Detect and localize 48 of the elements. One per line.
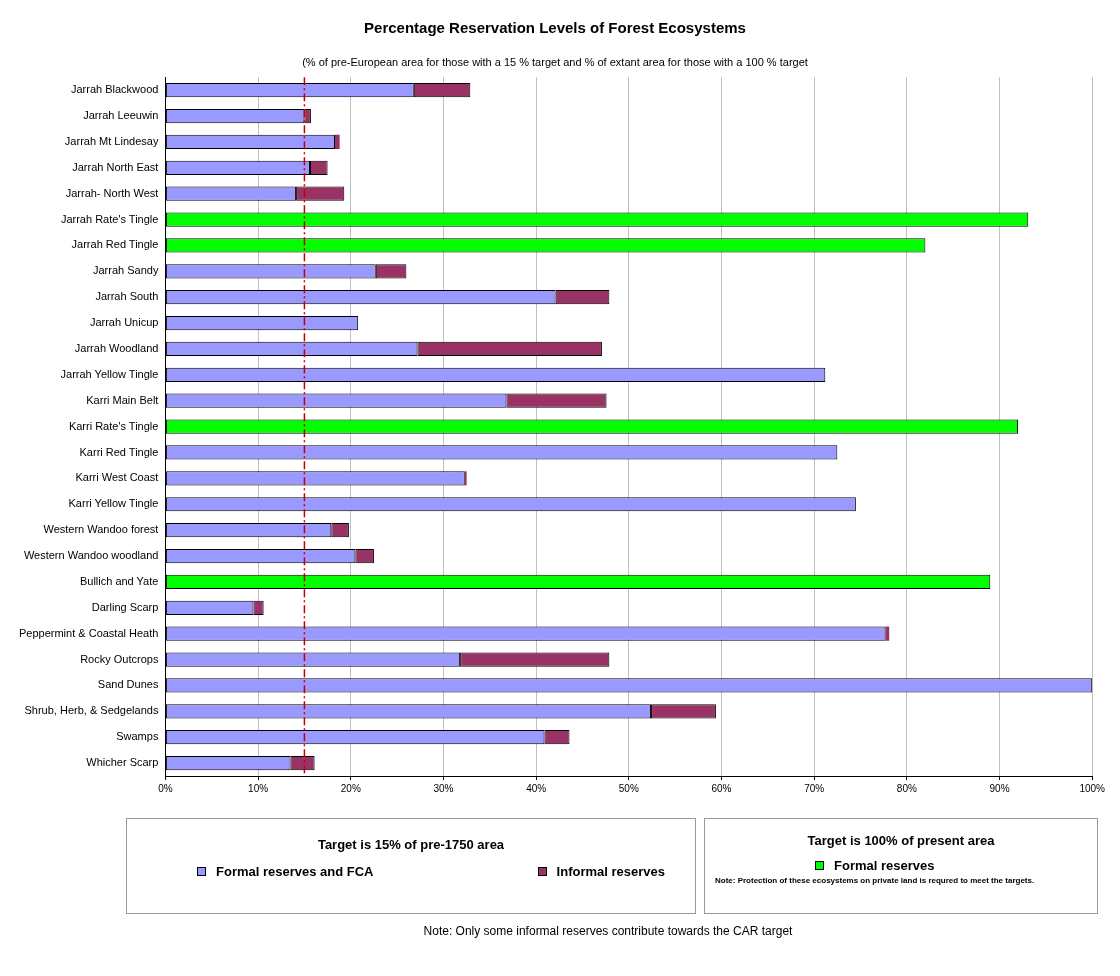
y-tick-label: Jarrah South bbox=[95, 290, 159, 303]
y-tick-label: Western Wandoo woodland bbox=[23, 549, 159, 562]
x-tick-label: 10% bbox=[248, 782, 269, 794]
x-tick-label: 0% bbox=[158, 782, 173, 794]
y-tick-label: Karri Rate's Tingle bbox=[68, 419, 159, 432]
y-tick-label: Karri West Coast bbox=[75, 471, 159, 484]
x-tick-label: 50% bbox=[618, 782, 639, 794]
y-tick-label: Jarrah Leeuwin bbox=[83, 109, 159, 122]
chart-title: Percentage Reservation Levels of Forest Ecosystems bbox=[364, 19, 746, 37]
y-tick-label: Rocky Outcrops bbox=[80, 652, 159, 665]
x-tick-label: 100% bbox=[1079, 782, 1106, 794]
y-tick-label: Jarrah Sandy bbox=[92, 264, 159, 277]
y-tick-label: Jarrah Mt Lindesay bbox=[64, 134, 159, 147]
y-tick-label: Whicher Scarp bbox=[86, 756, 159, 769]
x-tick-label: 20% bbox=[340, 782, 361, 794]
y-tick-label: Karri Red Tingle bbox=[79, 445, 159, 458]
y-tick-label: Shrub, Herb, & Sedgelands bbox=[24, 704, 159, 717]
x-tick-label: 80% bbox=[896, 782, 917, 794]
bar bbox=[335, 134, 340, 150]
text: Note: Only some informal reserves contribute towards the CAR target bbox=[422, 924, 794, 938]
legend-label: Informal reserves bbox=[555, 864, 665, 879]
y-tick-label: Jarrah Woodland bbox=[74, 341, 159, 354]
text: Target is 100% of present area bbox=[806, 833, 996, 848]
chart-subtitle: (% of pre-European area for those with a 15 % target and % of extant area for those with a 100 % target bbox=[302, 55, 808, 68]
x-tick-label: 30% bbox=[433, 782, 454, 794]
y-tick-label: Western Wandoo forest bbox=[43, 523, 159, 536]
legend-label: Formal reserves and FCA bbox=[215, 864, 374, 879]
y-tick-label: Karri Main Belt bbox=[86, 393, 159, 406]
y-tick-label: Sand Dunes bbox=[97, 678, 159, 691]
x-tick-label: 70% bbox=[804, 782, 825, 794]
y-tick-label: Jarrah Unicup bbox=[89, 316, 159, 329]
text: Note: Protection of these ecosystems on private land is requred to meet the targets. bbox=[715, 876, 1036, 885]
x-tick-label: 40% bbox=[526, 782, 547, 794]
y-tick-label: Peppermint & Coastal Heath bbox=[18, 626, 159, 639]
y-tick-label: Bullich and Yate bbox=[79, 574, 159, 587]
y-tick-label: Jarrah Blackwood bbox=[70, 83, 159, 96]
y-tick-label: Swamps bbox=[116, 730, 159, 743]
x-tick-label: 90% bbox=[989, 782, 1010, 794]
y-tick-label: Karri Yellow Tingle bbox=[68, 497, 159, 510]
y-tick-label: Jarrah North East bbox=[72, 160, 159, 173]
y-tick-label: Jarrah Rate's Tingle bbox=[60, 212, 159, 225]
x-tick-label: 60% bbox=[711, 782, 732, 794]
y-tick-label: Jarrah- North West bbox=[65, 186, 159, 199]
y-tick-label: Jarrah Red Tingle bbox=[71, 238, 159, 251]
legend-label: Formal reserves bbox=[833, 858, 936, 873]
legend-title: Target is 15% of pre-1750 area bbox=[316, 837, 506, 852]
y-tick-label: Darling Scarp bbox=[91, 600, 159, 613]
y-tick-label: Jarrah Yellow Tingle bbox=[60, 367, 159, 380]
